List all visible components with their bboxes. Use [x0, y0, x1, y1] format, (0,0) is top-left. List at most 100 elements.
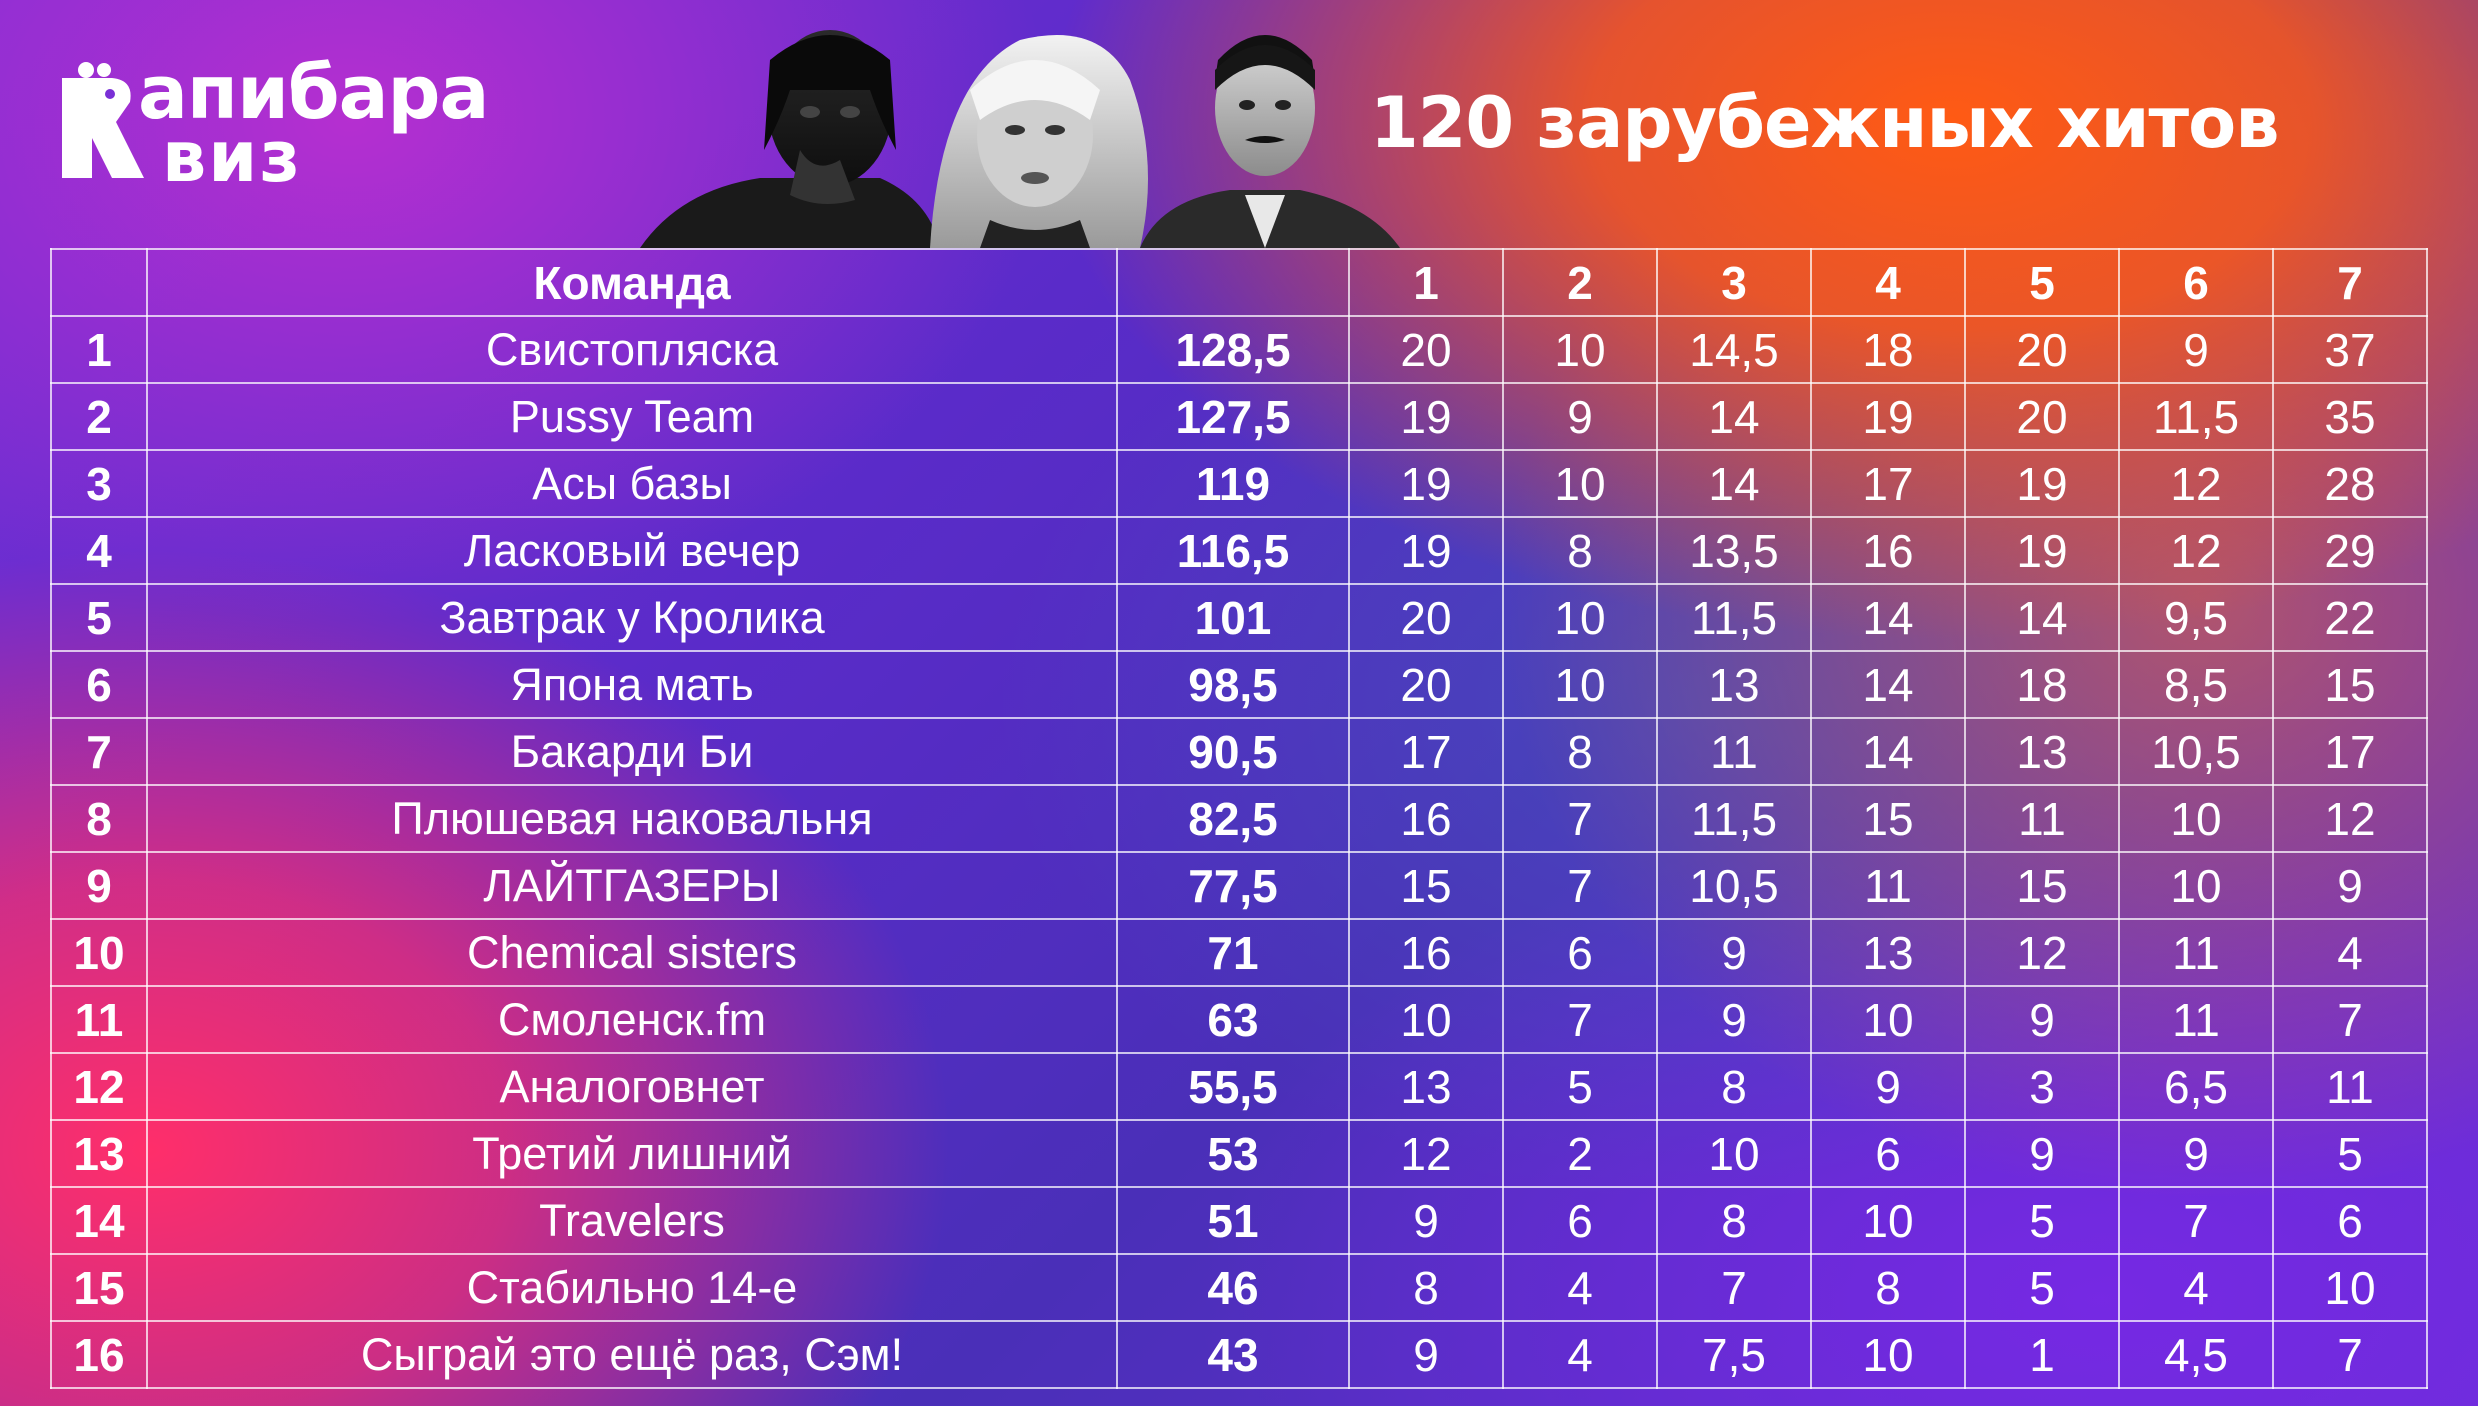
round-4-score-cell: 10 [1810, 1186, 1966, 1255]
total-score-cell: 101 [1116, 583, 1350, 652]
table-row: 13 Третий лишний 53 12 2 10 6 9 9 5 [50, 1119, 2428, 1188]
page-title: 120 зарубежных хитов [1370, 82, 2280, 164]
place-cell: 10 [50, 918, 148, 987]
portrait-2 [930, 35, 1148, 248]
round-4-score-cell: 10 [1810, 1320, 1966, 1389]
round-7-score-cell: 28 [2272, 449, 2428, 518]
place-cell: 1 [50, 315, 148, 384]
table-row: 16 Сыграй это ещё раз, Сэм! 43 9 4 7,5 10 1 4,5 7 [50, 1320, 2428, 1389]
round-3-score-cell: 14 [1656, 382, 1812, 451]
round-2-score-cell: 10 [1502, 650, 1658, 719]
round-5-score-cell: 20 [1964, 382, 2120, 451]
round-3-score-cell: 11,5 [1656, 583, 1812, 652]
round-2-score-cell: 4 [1502, 1253, 1658, 1322]
round-3-score-cell: 7 [1656, 1253, 1812, 1322]
round-5-score-cell: 9 [1964, 985, 2120, 1054]
round-2-score-cell: 2 [1502, 1119, 1658, 1188]
round-7-score-cell: 37 [2272, 315, 2428, 384]
round-2-score-cell: 5 [1502, 1052, 1658, 1121]
round-6-score-cell: 4,5 [2118, 1320, 2274, 1389]
round-2-score-cell: 6 [1502, 918, 1658, 987]
round-4-score-cell: 14 [1810, 650, 1966, 719]
header-round-5: 5 [1964, 248, 2120, 317]
round-5-score-cell: 1 [1964, 1320, 2120, 1389]
team-name-cell: Сыграй это ещё раз, Сэм! [146, 1320, 1118, 1389]
team-name-cell: Travelers [146, 1186, 1118, 1255]
round-6-score-cell: 12 [2118, 449, 2274, 518]
results-grid: Команда 1 2 3 4 5 6 7 1 Свистопляска 128,5… [50, 248, 2428, 1389]
round-3-score-cell: 13,5 [1656, 516, 1812, 585]
round-1-score-cell: 15 [1348, 851, 1504, 920]
round-3-score-cell: 10 [1656, 1119, 1812, 1188]
round-6-score-cell: 10 [2118, 784, 2274, 853]
round-5-score-cell: 5 [1964, 1253, 2120, 1322]
round-4-score-cell: 15 [1810, 784, 1966, 853]
table-row: 5 Завтрак у Кролика 101 20 10 11,5 14 14 9,5 22 [50, 583, 2428, 652]
round-6-score-cell: 8,5 [2118, 650, 2274, 719]
team-name-cell: Ласковый вечер [146, 516, 1118, 585]
total-score-cell: 46 [1116, 1253, 1350, 1322]
place-cell: 9 [50, 851, 148, 920]
total-score-cell: 43 [1116, 1320, 1350, 1389]
total-score-cell: 119 [1116, 449, 1350, 518]
round-1-score-cell: 13 [1348, 1052, 1504, 1121]
round-2-score-cell: 7 [1502, 784, 1658, 853]
round-1-score-cell: 19 [1348, 382, 1504, 451]
round-7-score-cell: 15 [2272, 650, 2428, 719]
round-5-score-cell: 19 [1964, 516, 2120, 585]
round-6-score-cell: 10 [2118, 851, 2274, 920]
round-4-score-cell: 11 [1810, 851, 1966, 920]
round-5-score-cell: 12 [1964, 918, 2120, 987]
place-cell: 3 [50, 449, 148, 518]
round-3-score-cell: 14,5 [1656, 315, 1812, 384]
round-5-score-cell: 3 [1964, 1052, 2120, 1121]
round-2-score-cell: 4 [1502, 1320, 1658, 1389]
header-round-1: 1 [1348, 248, 1504, 317]
round-5-score-cell: 9 [1964, 1119, 2120, 1188]
round-2-score-cell: 10 [1502, 315, 1658, 384]
round-2-score-cell: 6 [1502, 1186, 1658, 1255]
round-1-score-cell: 16 [1348, 918, 1504, 987]
round-6-score-cell: 7 [2118, 1186, 2274, 1255]
round-4-score-cell: 17 [1810, 449, 1966, 518]
team-name-cell: ЛАЙТГАЗЕРЫ [146, 851, 1118, 920]
team-name-cell: Аналоговнет [146, 1052, 1118, 1121]
portrait-1 [640, 30, 940, 248]
round-4-score-cell: 10 [1810, 985, 1966, 1054]
round-7-score-cell: 9 [2272, 851, 2428, 920]
round-5-score-cell: 5 [1964, 1186, 2120, 1255]
round-6-score-cell: 11 [2118, 918, 2274, 987]
round-3-score-cell: 10,5 [1656, 851, 1812, 920]
total-score-cell: 51 [1116, 1186, 1350, 1255]
header-total [1116, 248, 1350, 317]
round-1-score-cell: 10 [1348, 985, 1504, 1054]
round-1-score-cell: 17 [1348, 717, 1504, 786]
total-score-cell: 116,5 [1116, 516, 1350, 585]
table-row: 7 Бакарди Би 90,5 17 8 11 14 13 10,5 17 [50, 717, 2428, 786]
team-name-cell: Завтрак у Кролика [146, 583, 1118, 652]
table-row: 2 Pussy Team 127,5 19 9 14 19 20 11,5 35 [50, 382, 2428, 451]
table-row: 12 Аналоговнет 55,5 13 5 8 9 3 6,5 11 [50, 1052, 2428, 1121]
round-2-score-cell: 10 [1502, 583, 1658, 652]
round-3-score-cell: 7,5 [1656, 1320, 1812, 1389]
place-cell: 6 [50, 650, 148, 719]
round-5-score-cell: 19 [1964, 449, 2120, 518]
round-7-score-cell: 6 [2272, 1186, 2428, 1255]
round-1-score-cell: 9 [1348, 1320, 1504, 1389]
header-round-3: 3 [1656, 248, 1812, 317]
header-round-6: 6 [2118, 248, 2274, 317]
round-7-score-cell: 11 [2272, 1052, 2428, 1121]
round-3-score-cell: 9 [1656, 918, 1812, 987]
place-cell: 7 [50, 717, 148, 786]
place-cell: 8 [50, 784, 148, 853]
round-1-score-cell: 20 [1348, 315, 1504, 384]
place-cell: 4 [50, 516, 148, 585]
round-6-score-cell: 11 [2118, 985, 2274, 1054]
total-score-cell: 63 [1116, 985, 1350, 1054]
team-name-cell: Третий лишний [146, 1119, 1118, 1188]
round-4-score-cell: 18 [1810, 315, 1966, 384]
total-score-cell: 127,5 [1116, 382, 1350, 451]
round-1-score-cell: 19 [1348, 449, 1504, 518]
table-row: 3 Асы базы 119 19 10 14 17 19 12 28 [50, 449, 2428, 518]
total-score-cell: 90,5 [1116, 717, 1350, 786]
